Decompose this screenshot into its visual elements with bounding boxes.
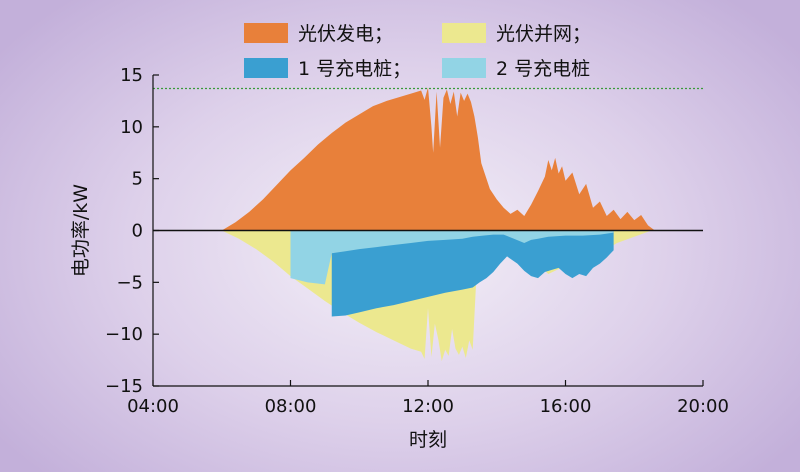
legend-swatch xyxy=(244,23,288,43)
x-tick-label: 08:00 xyxy=(265,396,317,417)
y-tick-label: −5 xyxy=(116,272,143,293)
legend: 光伏发电； 光伏并网； 1 号充电桩； 2 号充电桩 xyxy=(244,23,591,80)
series-area-pile2 xyxy=(290,230,614,285)
y-tick-label: 0 xyxy=(132,221,143,242)
plot-area xyxy=(153,87,703,362)
legend-label: 1 号充电桩； xyxy=(298,58,411,80)
legend-label: 2 号充电桩 xyxy=(496,58,590,80)
legend-label: 光伏发电； xyxy=(298,23,393,45)
x-tick-label: 12:00 xyxy=(402,396,454,417)
x-tick-label: 20:00 xyxy=(677,396,729,417)
legend-swatch xyxy=(244,58,288,78)
y-tick-label: −10 xyxy=(105,324,143,345)
legend-swatch xyxy=(442,23,486,43)
legend-swatch xyxy=(442,58,486,78)
y-tick-label: 5 xyxy=(132,169,143,190)
y-tick-label: −15 xyxy=(105,376,143,397)
y-axis-title: 电功率/kW xyxy=(70,184,92,277)
legend-label: 光伏并网； xyxy=(496,23,591,45)
y-tick-label: 15 xyxy=(120,65,143,86)
series-area-pv xyxy=(221,87,655,231)
x-tick-label: 16:00 xyxy=(540,396,592,417)
series-area-pile1 xyxy=(331,230,614,317)
x-axis-title: 时刻 xyxy=(409,429,447,451)
y-tick-label: 10 xyxy=(120,117,143,138)
x-tick-label: 04:00 xyxy=(127,396,179,417)
